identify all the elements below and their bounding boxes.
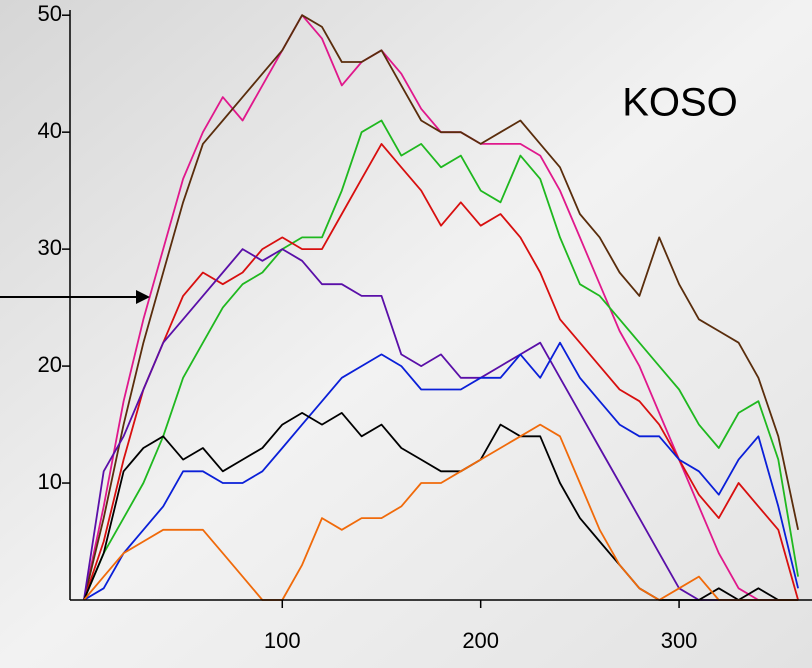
- y-tick-label: 50: [38, 1, 62, 26]
- page: {"chart_data": {"type": "line", "annotat…: [0, 0, 812, 668]
- y-tick-label: 40: [38, 118, 62, 143]
- y-tick-label: 20: [38, 352, 62, 377]
- x-tick-label: 200: [462, 628, 499, 653]
- chart: KOSO 10 20 30 40 50 100 200 300: [0, 0, 812, 668]
- x-tick-label: 300: [661, 628, 698, 653]
- y-tick-label: 30: [38, 235, 62, 260]
- y-tick-label: 10: [38, 469, 62, 494]
- x-tick-label: 100: [264, 628, 301, 653]
- annotation: KOSO: [622, 81, 738, 125]
